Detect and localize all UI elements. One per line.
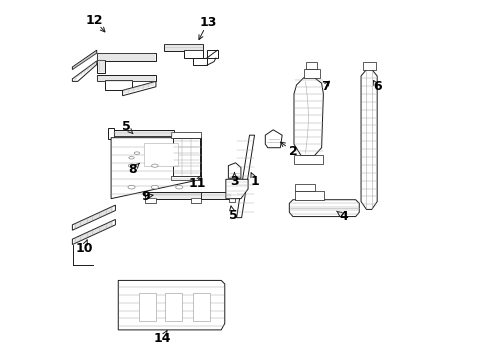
Bar <box>144 198 155 203</box>
Polygon shape <box>122 81 156 96</box>
Bar <box>293 155 323 164</box>
Polygon shape <box>225 179 247 199</box>
Text: 2: 2 <box>288 145 297 158</box>
Text: 8: 8 <box>128 163 137 176</box>
Text: 14: 14 <box>154 332 171 345</box>
Text: 11: 11 <box>188 177 205 190</box>
Bar <box>97 59 105 73</box>
Polygon shape <box>360 69 376 210</box>
Ellipse shape <box>128 185 135 189</box>
Bar <box>139 293 156 320</box>
Bar <box>206 50 217 58</box>
Bar <box>228 190 235 202</box>
Ellipse shape <box>134 152 139 154</box>
Bar <box>172 138 199 176</box>
Text: 1: 1 <box>250 175 259 188</box>
Bar <box>164 293 182 320</box>
Text: 6: 6 <box>372 80 381 93</box>
Polygon shape <box>228 163 241 178</box>
Bar <box>104 80 131 90</box>
Polygon shape <box>192 58 206 65</box>
Polygon shape <box>111 138 201 199</box>
Polygon shape <box>72 50 97 69</box>
Bar <box>295 191 324 200</box>
Polygon shape <box>293 78 323 156</box>
Bar <box>171 176 201 180</box>
Ellipse shape <box>151 164 158 167</box>
Ellipse shape <box>128 157 134 159</box>
Polygon shape <box>183 50 203 58</box>
Polygon shape <box>265 130 282 148</box>
Text: 3: 3 <box>230 175 238 188</box>
Text: 5: 5 <box>228 210 237 222</box>
Bar <box>201 192 231 199</box>
Bar <box>192 293 209 320</box>
Bar <box>362 62 376 69</box>
Ellipse shape <box>151 185 158 189</box>
Bar <box>97 75 156 81</box>
Polygon shape <box>72 205 115 230</box>
Ellipse shape <box>128 164 135 167</box>
Bar <box>305 62 316 69</box>
Text: 9: 9 <box>142 190 150 203</box>
Bar <box>144 143 178 166</box>
Bar <box>303 69 319 78</box>
Text: 5: 5 <box>122 121 130 134</box>
Text: 7: 7 <box>320 80 329 93</box>
Bar <box>190 198 201 203</box>
Bar <box>144 192 201 199</box>
Bar <box>163 44 203 51</box>
Bar <box>171 132 201 138</box>
Polygon shape <box>108 128 113 139</box>
Polygon shape <box>72 61 97 81</box>
Text: 13: 13 <box>199 16 216 29</box>
Text: 12: 12 <box>86 14 103 27</box>
Ellipse shape <box>175 185 183 189</box>
Text: 4: 4 <box>339 210 348 223</box>
Polygon shape <box>289 200 359 217</box>
Bar <box>295 184 314 191</box>
Text: 10: 10 <box>75 242 92 255</box>
Bar <box>97 53 156 61</box>
Polygon shape <box>72 220 115 244</box>
Bar <box>113 130 174 136</box>
Polygon shape <box>118 280 224 330</box>
Polygon shape <box>236 135 254 218</box>
